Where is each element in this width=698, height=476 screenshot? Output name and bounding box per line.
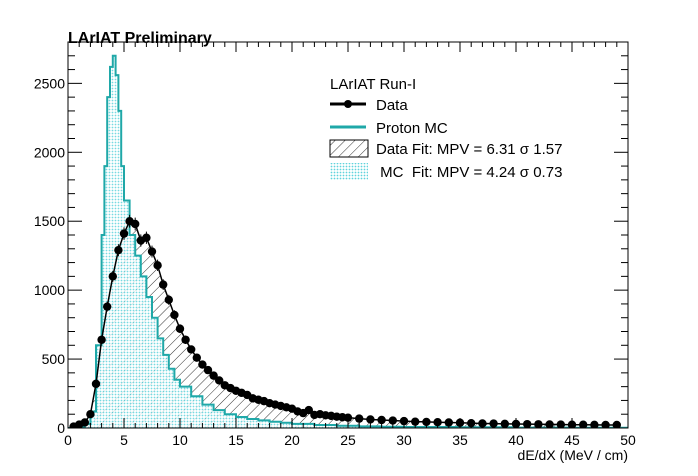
data-point	[119, 229, 129, 238]
data-point	[86, 410, 95, 419]
x-tick-label: 0	[64, 432, 72, 448]
x-tick-label: 40	[508, 432, 524, 448]
data-point	[433, 418, 442, 427]
data-point	[355, 414, 364, 423]
x-tick-label: 50	[620, 432, 636, 448]
y-tick-label: 1500	[34, 213, 65, 229]
data-point	[388, 416, 397, 425]
data-point	[170, 310, 179, 320]
data-point	[304, 405, 313, 415]
fit-fill-layer	[68, 55, 628, 428]
legend-label-mc: Proton MC	[376, 120, 448, 137]
x-tick-label: 15	[228, 432, 244, 448]
data-fit-area	[73, 221, 617, 428]
legend-label-data: Data	[376, 97, 408, 114]
legend-entry-mc-fit: MC Fit: MPV = 4.24 σ 0.73	[330, 163, 562, 181]
data-point	[181, 335, 190, 344]
data-point	[175, 324, 185, 333]
x-tick-label: 30	[396, 432, 412, 448]
y-tick-label: 0	[57, 420, 65, 436]
legend-label-data-fit: Data Fit: MPV = 6.31 σ 1.57	[376, 141, 562, 158]
mc-histogram-layer	[68, 54, 628, 428]
legend-label-mc-fit: MC Fit: MPV = 4.24 σ 0.73	[376, 164, 562, 181]
x-tick-label: 35	[452, 432, 468, 448]
data-point	[159, 280, 168, 289]
data-point	[444, 418, 453, 427]
y-tick-label: 1000	[34, 282, 65, 298]
data-point	[164, 295, 173, 304]
data-point	[91, 379, 101, 389]
x-axis-title: dE/dX (MeV / cm)	[518, 447, 628, 463]
data-points-layer	[69, 214, 621, 428]
chart-title: LArIAT Preliminary	[68, 30, 212, 47]
data-point	[80, 418, 90, 427]
legend-entry-data-fit: Data Fit: MPV = 6.31 σ 1.57	[329, 139, 562, 158]
legend: LArIAT Run-I Data Proton MC Data Fit: MP…	[329, 76, 562, 181]
data-point	[343, 413, 353, 422]
legend-title: LArIAT Run-I	[330, 76, 416, 93]
legend-entry-data: Data	[330, 97, 408, 114]
data-point	[377, 415, 386, 425]
data-point	[187, 345, 196, 354]
data-point	[411, 417, 420, 426]
x-tick-label: 5	[120, 432, 128, 448]
data-point	[153, 261, 162, 270]
data-point	[103, 302, 112, 311]
x-tick-label: 10	[172, 432, 188, 448]
data-point	[108, 272, 118, 281]
data-point	[131, 219, 140, 229]
data-point	[366, 415, 375, 424]
data-point	[215, 376, 224, 385]
mc-histogram-line	[68, 54, 628, 428]
data-point	[422, 417, 431, 427]
data-point	[203, 365, 213, 375]
x-tick-label: 20	[284, 432, 300, 448]
x-tick-label: 25	[340, 432, 356, 448]
y-tick-label: 2000	[34, 144, 65, 160]
data-point	[114, 245, 123, 255]
legend-entry-mc: Proton MC	[330, 120, 448, 137]
data-point	[198, 360, 207, 369]
data-point	[147, 247, 157, 256]
y-tick-label: 500	[42, 351, 66, 367]
data-point	[209, 371, 218, 380]
y-tick-label: 2500	[34, 75, 65, 91]
data-point	[97, 335, 106, 344]
mc-fit-area	[68, 55, 628, 428]
x-tick-label: 45	[564, 432, 580, 448]
data-point	[192, 353, 201, 362]
data-point	[142, 233, 151, 242]
